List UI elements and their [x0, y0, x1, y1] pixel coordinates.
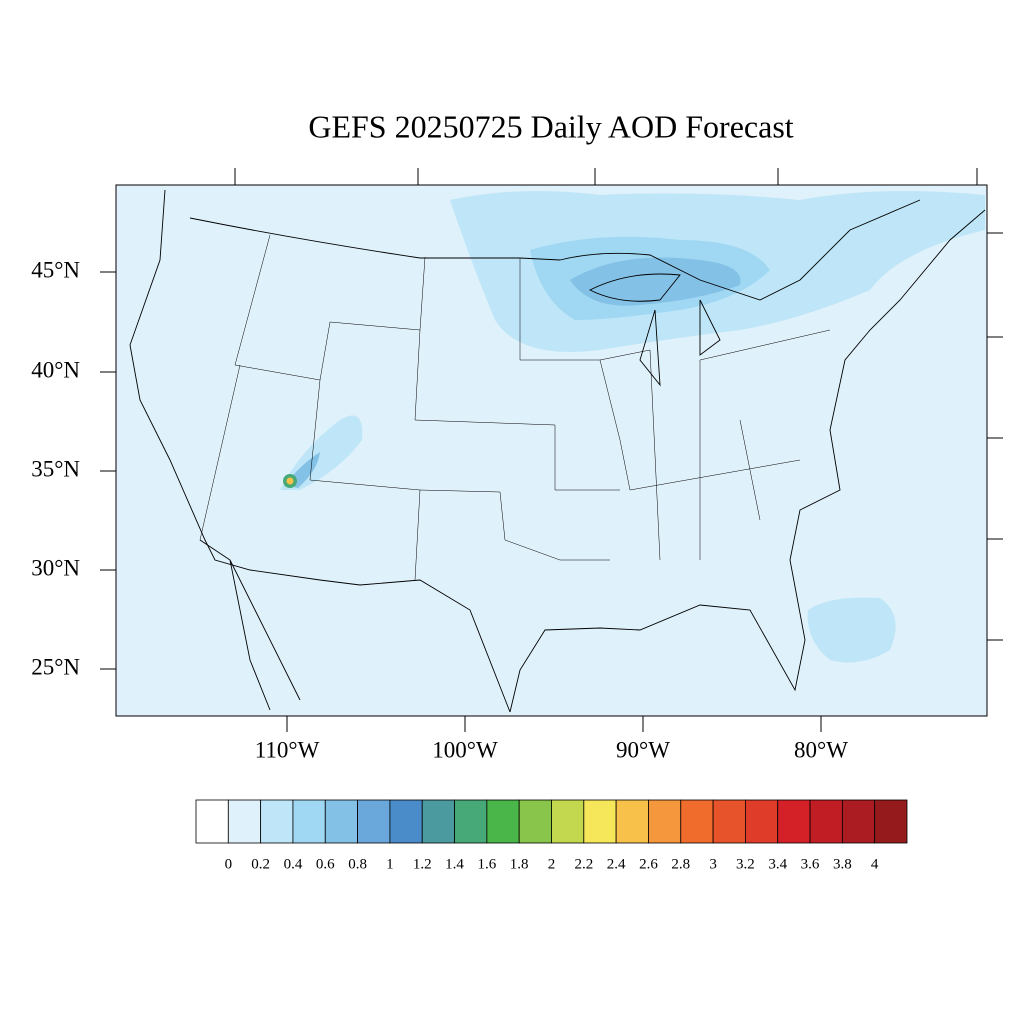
- aod-field: [280, 191, 985, 663]
- map-title: GEFS 20250725 Daily AOD Forecast: [308, 108, 793, 144]
- colorbar-label: 1.8: [510, 856, 529, 872]
- colorbar-box: [809, 799, 843, 844]
- colorbar-label: 4: [871, 856, 879, 872]
- colorbar-label: 0.6: [316, 856, 335, 872]
- colorbar-label: 1.4: [445, 856, 464, 872]
- colorbar-label: 0.8: [348, 856, 367, 872]
- colorbar-box: [227, 799, 262, 844]
- lon-label: 110°W: [255, 737, 320, 762]
- colorbar-box: [195, 799, 229, 844]
- lon-label: 90°W: [616, 737, 670, 762]
- colorbar-box: [841, 799, 876, 844]
- colorbar-label: 2.2: [574, 856, 593, 872]
- colorbar-label: 3.2: [736, 856, 755, 872]
- colorbar-box: [454, 799, 488, 844]
- map-frame: [115, 184, 988, 717]
- colorbar-label: 1.2: [413, 856, 432, 872]
- colorbar-box: [615, 799, 649, 844]
- colorbar-box: [518, 799, 552, 844]
- colorbar-box: [874, 799, 908, 844]
- colorbar-label: 3.8: [833, 856, 852, 872]
- colorbar-label: 0: [225, 856, 233, 872]
- lat-label: 30°N: [31, 555, 80, 580]
- colorbar-label: 3.4: [768, 856, 787, 872]
- colorbar-label: 1: [386, 856, 394, 872]
- lat-label: 45°N: [31, 257, 80, 282]
- colorbar-label: 2.4: [607, 856, 626, 872]
- coastline: [129, 189, 986, 713]
- colorbar-box: [680, 799, 714, 844]
- colorbar: 0 0.2 0.4 0.6 0.8 1 1.2 1.4 1.6 1.8 2 2.2 2.4 2.6 2.8 3…: [195, 799, 908, 872]
- colorbar-label: 1.6: [477, 856, 496, 872]
- colorbar-label: 2.6: [639, 856, 658, 872]
- colorbar-box: [260, 799, 294, 844]
- lat-label: 35°N: [31, 456, 80, 481]
- colorbar-label: 3: [709, 856, 717, 872]
- colorbar-box: [583, 799, 617, 844]
- colorbar-box: [745, 799, 779, 844]
- frame-ticks: [100, 168, 1003, 732]
- colorbar-box: [712, 799, 746, 844]
- colorbar-box: [292, 799, 326, 844]
- lat-label: 40°N: [31, 357, 80, 382]
- colorbar-label: 2: [548, 856, 556, 872]
- map-panel: [100, 168, 1003, 732]
- colorbar-box: [421, 799, 455, 844]
- lon-label: 80°W: [794, 737, 848, 762]
- colorbar-box: [324, 799, 358, 844]
- colorbar-box: [648, 799, 682, 844]
- colorbar-box: [357, 799, 391, 844]
- colorbar-label: 3.6: [801, 856, 820, 872]
- colorbar-box: [777, 799, 811, 844]
- colorbar-box: [486, 799, 520, 844]
- lon-label: 100°W: [432, 737, 498, 762]
- lat-label: 25°N: [31, 654, 80, 679]
- axis-labels: 45°N 40°N 35°N 30°N 25°N 110°W 100°W 90°W 80°W: [31, 257, 848, 762]
- colorbar-label: 0.4: [284, 856, 303, 872]
- state-borders: [199, 234, 831, 581]
- colorbar-label: 2.8: [671, 856, 690, 872]
- colorbar-box: [551, 799, 585, 844]
- colorbar-box: [389, 799, 423, 844]
- colorbar-label: 0.2: [251, 856, 270, 872]
